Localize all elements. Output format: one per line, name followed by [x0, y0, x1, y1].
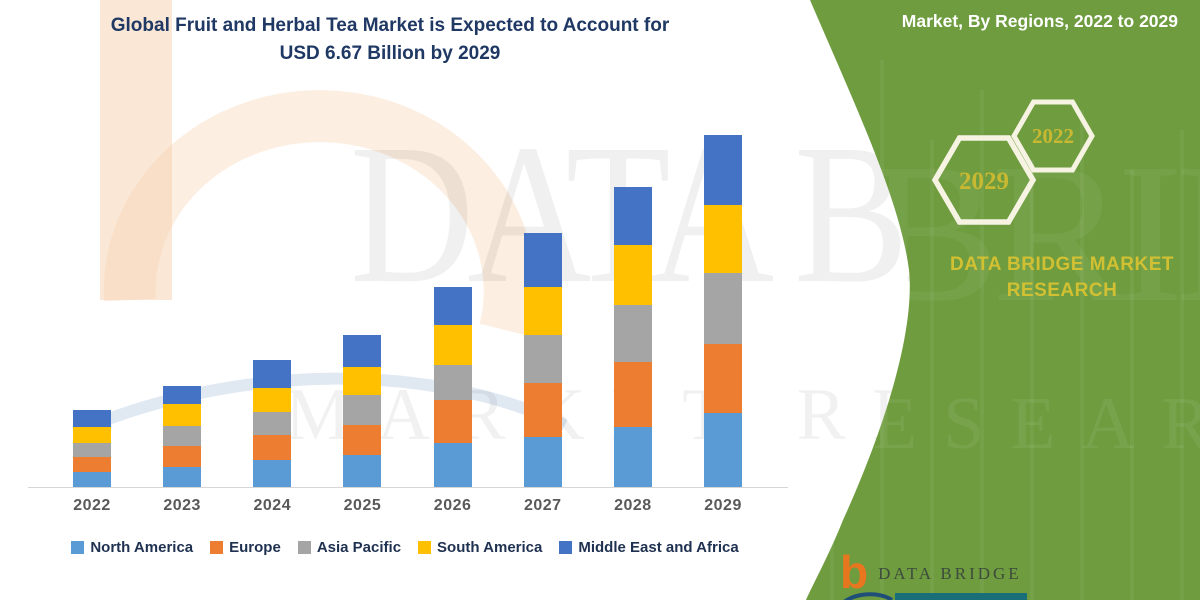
- segment-asia-pacific-2028: [613, 305, 652, 362]
- segment-middle-east-and-africa-2028: [613, 187, 652, 245]
- segment-middle-east-and-africa-2025: [343, 335, 382, 367]
- chart-title: Global Fruit and Herbal Tea Market is Ex…: [30, 12, 750, 67]
- legend-swatch-icon: [297, 541, 311, 554]
- bar-2025: [343, 335, 382, 487]
- segment-asia-pacific-2025: [343, 395, 382, 425]
- bar-2028: [613, 187, 652, 487]
- bar-2026: [433, 287, 472, 487]
- chart-legend: North America Europe Asia Pacific South Ame…: [20, 539, 790, 556]
- segment-asia-pacific-2026: [433, 365, 472, 400]
- segment-middle-east-and-africa-2023: [163, 386, 202, 404]
- legend-swatch-icon: [418, 541, 432, 554]
- legend-item-middle-east-and-africa: Middle East and Africa: [559, 539, 739, 556]
- legend-label: North America: [90, 539, 194, 556]
- segment-asia-pacific-2022: [73, 443, 111, 457]
- segment-north-america-2027: [523, 437, 562, 487]
- legend-swatch-icon: [71, 541, 85, 554]
- legend-label: South America: [437, 539, 543, 556]
- segment-middle-east-and-africa-2022: [73, 410, 111, 427]
- segment-north-america-2024: [253, 460, 292, 487]
- x-axis-label-2027: 2027: [523, 497, 562, 514]
- segment-asia-pacific-2029: [704, 273, 743, 344]
- x-axis-label-2028: 2028: [614, 497, 652, 514]
- segment-europe-2022: [73, 457, 111, 472]
- segment-north-america-2026: [433, 443, 472, 487]
- segment-europe-2029: [704, 344, 743, 413]
- segment-europe-2026: [433, 400, 472, 443]
- legend-swatch-icon: [559, 541, 573, 554]
- legend-item-south-america: South America: [418, 539, 542, 556]
- segment-europe-2027: [523, 383, 562, 437]
- x-axis-label-2029: 2029: [704, 497, 742, 514]
- segment-asia-pacific-2027: [523, 335, 562, 383]
- segment-south-america-2028: [613, 245, 652, 305]
- x-axis-label-2024: 2024: [253, 497, 292, 514]
- legend-label: Asia Pacific: [316, 539, 402, 556]
- x-axis-label-2026: 2026: [433, 497, 472, 514]
- segment-europe-2028: [613, 362, 652, 427]
- segment-europe-2024: [253, 435, 292, 460]
- segment-north-america-2023: [163, 467, 202, 487]
- segment-south-america-2025: [343, 367, 382, 395]
- segment-north-america-2022: [73, 472, 111, 487]
- segment-europe-2023: [163, 446, 202, 467]
- legend-label: Europe: [229, 539, 281, 556]
- x-axis-line: [28, 487, 788, 488]
- segment-south-america-2023: [163, 404, 202, 426]
- chart-title-line1: Global Fruit and Herbal Tea Market is Ex…: [110, 15, 670, 36]
- legend-item-asia-pacific: Asia Pacific: [297, 539, 402, 556]
- bar-2027: [523, 233, 562, 487]
- bar-2023: [163, 386, 202, 487]
- segment-north-america-2029: [704, 413, 743, 487]
- bar-2024: [253, 360, 292, 487]
- x-axis-label-2022: 2022: [73, 497, 111, 514]
- segment-asia-pacific-2024: [253, 412, 292, 435]
- segment-europe-2025: [343, 425, 382, 455]
- segment-asia-pacific-2023: [163, 426, 202, 446]
- legend-item-north-america: North America: [71, 539, 193, 556]
- x-axis-label-2023: 2023: [163, 497, 201, 514]
- segment-north-america-2028: [613, 427, 652, 487]
- chart-title-line2: USD 6.67 Billion by 2029: [279, 42, 501, 64]
- legend-label: Middle East and Africa: [578, 539, 739, 556]
- segment-south-america-2029: [704, 205, 743, 273]
- segment-south-america-2026: [433, 325, 472, 365]
- bar-2022: [73, 410, 111, 487]
- segment-middle-east-and-africa-2027: [523, 233, 562, 287]
- x-axis-label-2025: 2025: [343, 497, 382, 514]
- segment-south-america-2022: [73, 427, 111, 443]
- segment-middle-east-and-africa-2029: [704, 135, 743, 205]
- segment-middle-east-and-africa-2026: [433, 287, 472, 325]
- legend-item-europe: Europe: [210, 539, 281, 556]
- segment-middle-east-and-africa-2024: [253, 360, 292, 388]
- bar-2029: [704, 135, 743, 487]
- segment-north-america-2025: [343, 455, 382, 487]
- legend-swatch-icon: [210, 541, 224, 554]
- segment-south-america-2027: [523, 287, 562, 335]
- segment-south-america-2024: [253, 388, 292, 412]
